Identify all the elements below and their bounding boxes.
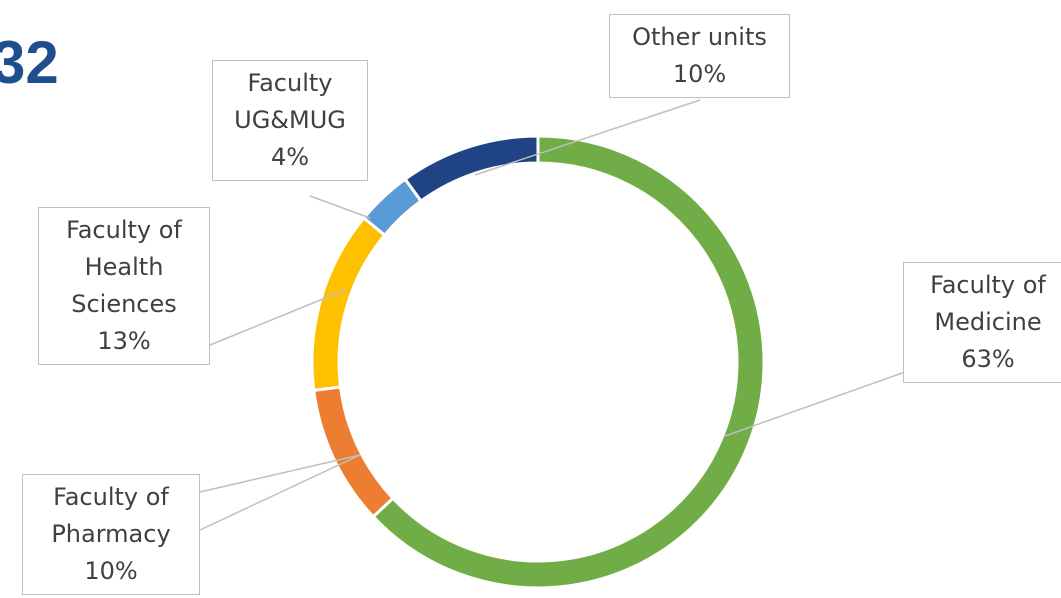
label-category: Faculty of Health Sciences bbox=[66, 216, 182, 318]
leader-line bbox=[309, 195, 371, 219]
leader-line bbox=[199, 454, 361, 531]
leader-line bbox=[724, 371, 906, 437]
label-category: Faculty of Pharmacy bbox=[51, 483, 171, 548]
leader-line bbox=[209, 289, 346, 346]
leader-lines bbox=[199, 99, 906, 531]
donut-segment bbox=[310, 215, 387, 393]
label-category: Faculty UG&MUG bbox=[234, 69, 346, 134]
data-label: Faculty of Pharmacy 10% bbox=[22, 474, 200, 595]
donut-segment bbox=[403, 134, 540, 204]
label-category: Other units bbox=[632, 23, 767, 51]
data-label: Faculty of Health Sciences 13% bbox=[38, 207, 210, 365]
label-value: 63% bbox=[961, 345, 1015, 373]
label-value: 4% bbox=[270, 143, 310, 171]
donut-segment bbox=[371, 134, 766, 590]
label-value: 10% bbox=[84, 557, 138, 585]
data-label: Faculty of Medicine 63% bbox=[903, 262, 1061, 383]
leader-line bbox=[474, 99, 701, 176]
donut-segment bbox=[312, 385, 396, 519]
label-category: Faculty of Medicine bbox=[930, 271, 1046, 336]
data-label: Other units 10% bbox=[609, 14, 790, 98]
label-value: 10% bbox=[672, 60, 727, 88]
chart-title: 32 bbox=[0, 29, 59, 96]
data-label: Faculty UG&MUG 4% bbox=[212, 60, 368, 181]
label-value: 13% bbox=[97, 327, 151, 355]
